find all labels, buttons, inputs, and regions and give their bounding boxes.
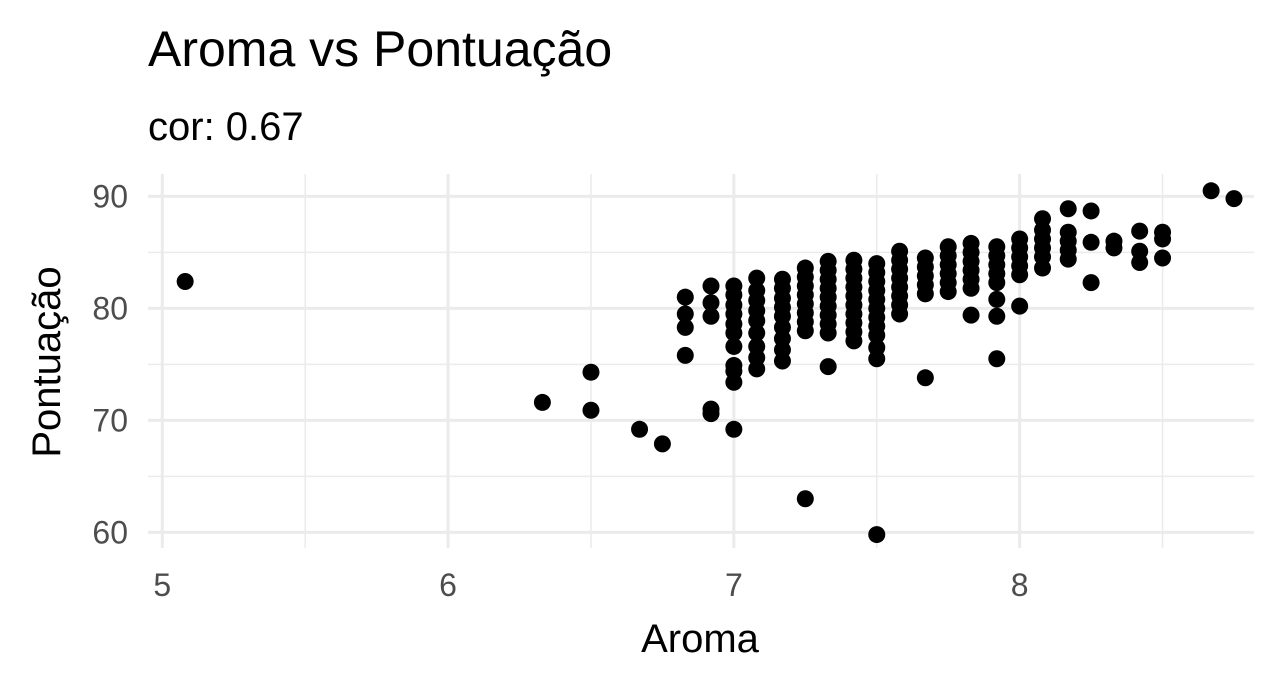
- y-tick-label: 90: [92, 178, 128, 214]
- data-point: [702, 405, 720, 423]
- data-point: [988, 350, 1006, 368]
- data-points: [176, 182, 1243, 544]
- data-point: [773, 352, 791, 370]
- data-point: [533, 393, 551, 411]
- data-point: [962, 279, 980, 297]
- data-point: [1225, 190, 1243, 208]
- data-point: [988, 307, 1006, 325]
- data-point: [939, 283, 957, 301]
- x-tick-label: 8: [1011, 567, 1029, 603]
- data-point: [1059, 250, 1077, 268]
- data-point: [702, 294, 720, 312]
- data-point: [725, 373, 743, 391]
- data-point: [868, 326, 886, 344]
- data-point: [1011, 297, 1029, 315]
- data-point: [748, 312, 766, 330]
- data-point: [962, 306, 980, 324]
- data-point: [988, 290, 1006, 308]
- y-tick-label: 60: [92, 514, 128, 550]
- data-point: [582, 363, 600, 381]
- chart-title: Aroma vs Pontuação: [148, 21, 612, 77]
- x-tick-label: 7: [725, 567, 743, 603]
- x-tick-label: 5: [153, 567, 171, 603]
- data-point: [1082, 233, 1100, 251]
- data-point: [1154, 249, 1172, 267]
- data-point: [891, 305, 909, 323]
- data-point: [1131, 253, 1149, 271]
- data-point: [916, 369, 934, 387]
- data-point: [819, 358, 837, 376]
- y-tick-label: 70: [92, 402, 128, 438]
- data-point: [725, 337, 743, 355]
- tick-labels: 5 6 7 8 60 70 80 90: [92, 178, 1028, 603]
- data-point: [916, 285, 934, 303]
- data-point: [676, 346, 694, 364]
- data-point: [725, 324, 743, 342]
- data-point: [631, 420, 649, 438]
- y-axis-title: Pontuação: [25, 266, 69, 457]
- data-point: [748, 269, 766, 287]
- data-point: [748, 360, 766, 378]
- grid-lines: [148, 174, 1254, 548]
- x-axis-title: Aroma: [641, 617, 760, 661]
- data-point: [1059, 200, 1077, 218]
- data-point: [845, 332, 863, 350]
- data-point: [653, 435, 671, 453]
- data-point: [1105, 239, 1123, 257]
- data-point: [796, 322, 814, 340]
- data-point: [819, 324, 837, 342]
- x-tick-label: 6: [439, 567, 457, 603]
- data-point: [676, 318, 694, 336]
- data-point: [702, 277, 720, 295]
- data-point: [988, 274, 1006, 292]
- data-point: [1011, 266, 1029, 284]
- data-point: [868, 350, 886, 368]
- data-point: [676, 305, 694, 323]
- data-point: [1202, 182, 1220, 200]
- data-point: [1034, 259, 1052, 277]
- data-point: [702, 307, 720, 325]
- chart-subtitle: cor: 0.67: [148, 105, 304, 149]
- data-point: [1082, 274, 1100, 292]
- data-point: [1154, 230, 1172, 248]
- data-point: [676, 288, 694, 306]
- data-point: [176, 272, 194, 290]
- data-point: [868, 526, 886, 544]
- data-point: [1082, 202, 1100, 220]
- y-tick-label: 80: [92, 290, 128, 326]
- data-point: [725, 420, 743, 438]
- data-point: [796, 490, 814, 508]
- data-point: [1131, 222, 1149, 240]
- data-point: [582, 401, 600, 419]
- data-point: [748, 324, 766, 342]
